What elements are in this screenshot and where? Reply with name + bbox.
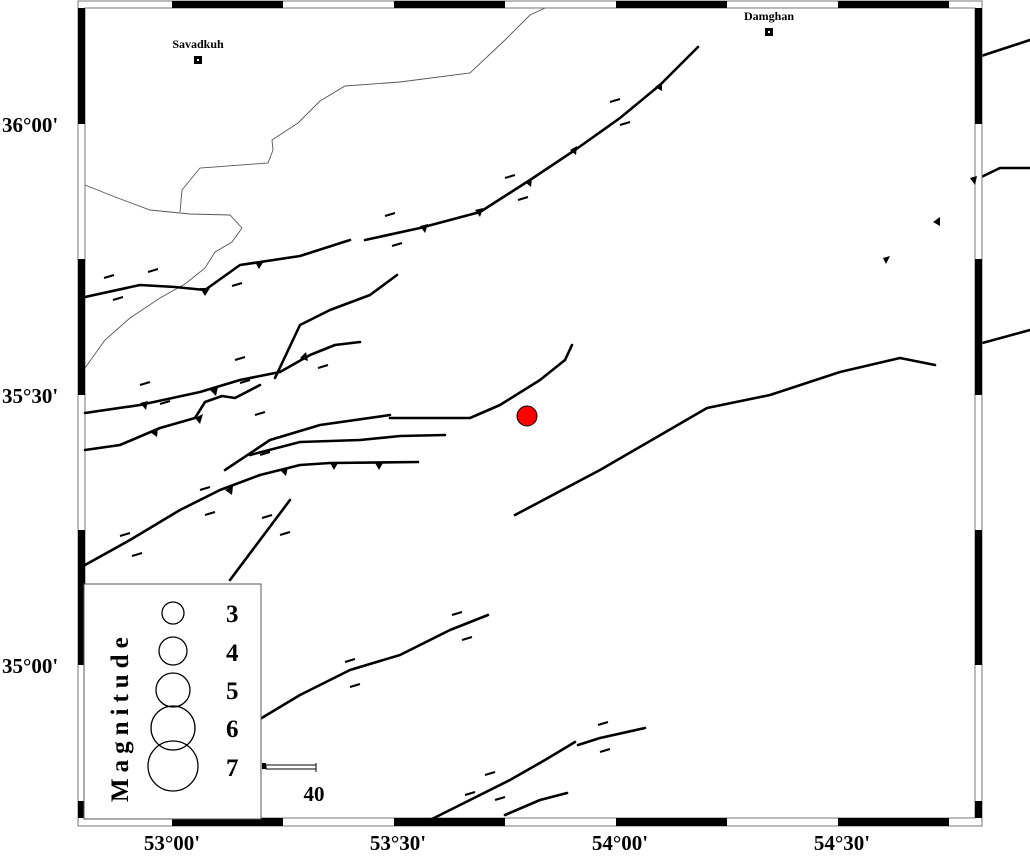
magnitude-circle-icon xyxy=(147,740,199,792)
fault-lines-inner xyxy=(83,45,937,822)
fault-line xyxy=(513,356,937,517)
lon-label: 53°30' xyxy=(370,831,426,855)
fault-line xyxy=(363,45,700,242)
fault-line xyxy=(83,340,362,415)
fault-line xyxy=(248,433,447,457)
scale-bar-label: 40 xyxy=(304,782,325,806)
fault-line xyxy=(388,343,574,420)
city-damghan: Damghan xyxy=(744,9,794,36)
fault-line xyxy=(273,273,399,380)
epicenter-circle-icon[interactable] xyxy=(516,405,538,427)
magnitude-circle-icon xyxy=(158,636,188,666)
legend-magnitude: 5 xyxy=(226,678,239,705)
coastline xyxy=(84,7,546,369)
legend-magnitude: 7 xyxy=(226,755,239,782)
magnitude-circle-icon xyxy=(150,705,196,751)
lat-label: 36°00' xyxy=(2,113,58,137)
lat-label: 35°30' xyxy=(2,384,58,408)
magnitude-circle-icon xyxy=(161,601,185,625)
fault-line xyxy=(973,328,1030,347)
magnitude-circle-icon xyxy=(155,672,191,708)
fault-line xyxy=(503,791,569,817)
lon-label: 53°00' xyxy=(144,831,200,855)
fault-line xyxy=(83,460,420,567)
legend-magnitude: 6 xyxy=(226,716,239,743)
lon-label: 54°00' xyxy=(592,831,648,855)
legend-magnitude: 4 xyxy=(226,640,239,667)
lat-label: 35°00' xyxy=(2,654,58,678)
scale-bar: 40 xyxy=(262,763,325,806)
fault-line xyxy=(223,413,392,472)
city-label: Savadkuh xyxy=(172,37,224,51)
city-label: Damghan xyxy=(744,9,794,23)
legend-title: Magnitude xyxy=(107,631,134,802)
fault-line xyxy=(228,498,292,582)
magnitude-legend: Magnitude 3 4 5 6 7 xyxy=(83,583,262,820)
legend-magnitude: 3 xyxy=(226,601,239,628)
thrust-markers xyxy=(140,82,977,495)
fault-line xyxy=(253,613,490,724)
lon-labels: 53°00' 53°30' 54°00' 54°30' xyxy=(144,831,870,855)
fault-line xyxy=(83,383,262,452)
slip-arrows xyxy=(103,98,631,801)
fault-line xyxy=(428,740,577,822)
lat-labels: 36°00' 35°30' 35°00' xyxy=(2,113,58,678)
city-savadkuh: Savadkuh xyxy=(172,37,224,64)
lon-label: 54°30' xyxy=(814,831,870,855)
fault-line xyxy=(576,726,647,747)
